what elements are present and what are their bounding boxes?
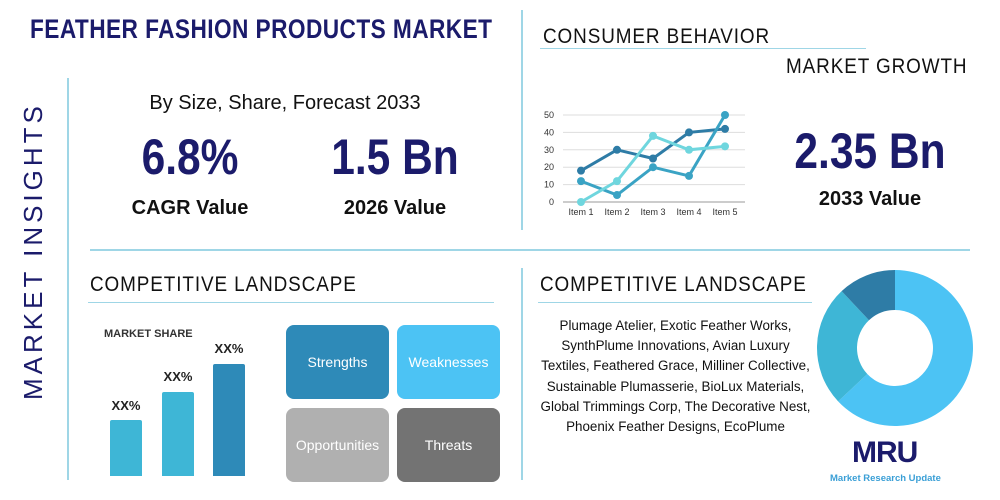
- data-point: [613, 191, 621, 200]
- bar-2-label: XX%: [163, 369, 193, 384]
- donut-slice-1: [838, 270, 973, 426]
- data-point: [685, 171, 693, 180]
- y-tick-label: 0: [549, 197, 554, 207]
- company-list: Plumage Atelier, Exotic Feather Works, S…: [540, 318, 811, 435]
- data-point: [577, 177, 585, 186]
- y-tick-label: 20: [544, 162, 554, 172]
- data-point: [649, 163, 657, 172]
- competitive-landscape-heading-2: COMPETITIVE LANDSCAPE: [540, 273, 807, 296]
- y-tick-label: 10: [544, 180, 554, 190]
- x-tick-label: Item 1: [568, 207, 593, 217]
- data-point: [721, 124, 729, 133]
- x-tick-label: Item 5: [712, 207, 737, 217]
- value-2033: 2.35 Bn: [794, 123, 946, 179]
- y-tick-label: 50: [544, 110, 554, 120]
- underline: [538, 302, 812, 303]
- bar-1-label: XX%: [111, 398, 141, 413]
- data-point: [577, 166, 585, 175]
- data-point: [721, 111, 729, 119]
- data-point: [685, 128, 693, 137]
- y-tick-label: 40: [544, 127, 554, 137]
- divider: [90, 249, 970, 251]
- data-point: [649, 154, 657, 163]
- divider: [67, 78, 69, 480]
- consumer-behavior-heading: CONSUMER BEHAVIOR: [543, 25, 771, 48]
- bar-2: [162, 392, 194, 476]
- subtitle: By Size, Share, Forecast 2033: [149, 92, 421, 114]
- value-2026: 1.5 Bn: [331, 129, 459, 185]
- data-point: [649, 131, 657, 140]
- underline: [540, 48, 866, 49]
- bar-1: [110, 420, 142, 476]
- page-title: FEATHER FASHION PRODUCTS MARKET: [30, 14, 493, 44]
- logo: MRU: [852, 436, 918, 469]
- underline: [88, 302, 494, 303]
- competitive-landscape-heading: COMPETITIVE LANDSCAPE: [90, 273, 357, 296]
- line-chart: 0 10 20 30 40 50 Item 1 Item 2 Item 3 Item 4 Item …: [544, 110, 745, 217]
- data-point: [613, 177, 621, 186]
- bar-3-label: XX%: [214, 341, 244, 356]
- swot-threats: Threats: [397, 408, 500, 482]
- x-tick-label: Item 4: [676, 207, 701, 217]
- x-tick-label: Item 3: [640, 207, 665, 217]
- market-share-bars: XX% XX% XX%: [110, 341, 245, 476]
- value-2026-label: 2026 Value: [343, 197, 447, 219]
- cagr-label: CAGR Value: [131, 197, 249, 219]
- divider: [521, 10, 523, 230]
- swot-strengths: Strengths: [286, 325, 389, 399]
- data-point: [721, 142, 729, 151]
- logo-tagline: Market Research Update: [830, 473, 941, 484]
- market-growth-heading: MARKET GROWTH: [786, 55, 968, 78]
- data-point: [685, 145, 693, 154]
- donut-slice-3: [841, 270, 895, 321]
- data-point: [577, 198, 585, 206]
- bar-3: [213, 364, 245, 476]
- donut-chart: [817, 270, 973, 426]
- donut-slice-2: [817, 291, 869, 402]
- y-tick-label: 30: [544, 145, 554, 155]
- swot-opportunities: Opportunities: [286, 408, 389, 482]
- swot-weaknesses: Weaknesses: [397, 325, 500, 399]
- divider: [521, 268, 523, 480]
- value-2033-label: 2033 Value: [818, 188, 922, 210]
- x-tick-label: Item 2: [604, 207, 629, 217]
- cagr-value: 6.8%: [141, 129, 239, 185]
- data-point: [613, 145, 621, 154]
- market-share-label: MARKET SHARE: [104, 328, 193, 340]
